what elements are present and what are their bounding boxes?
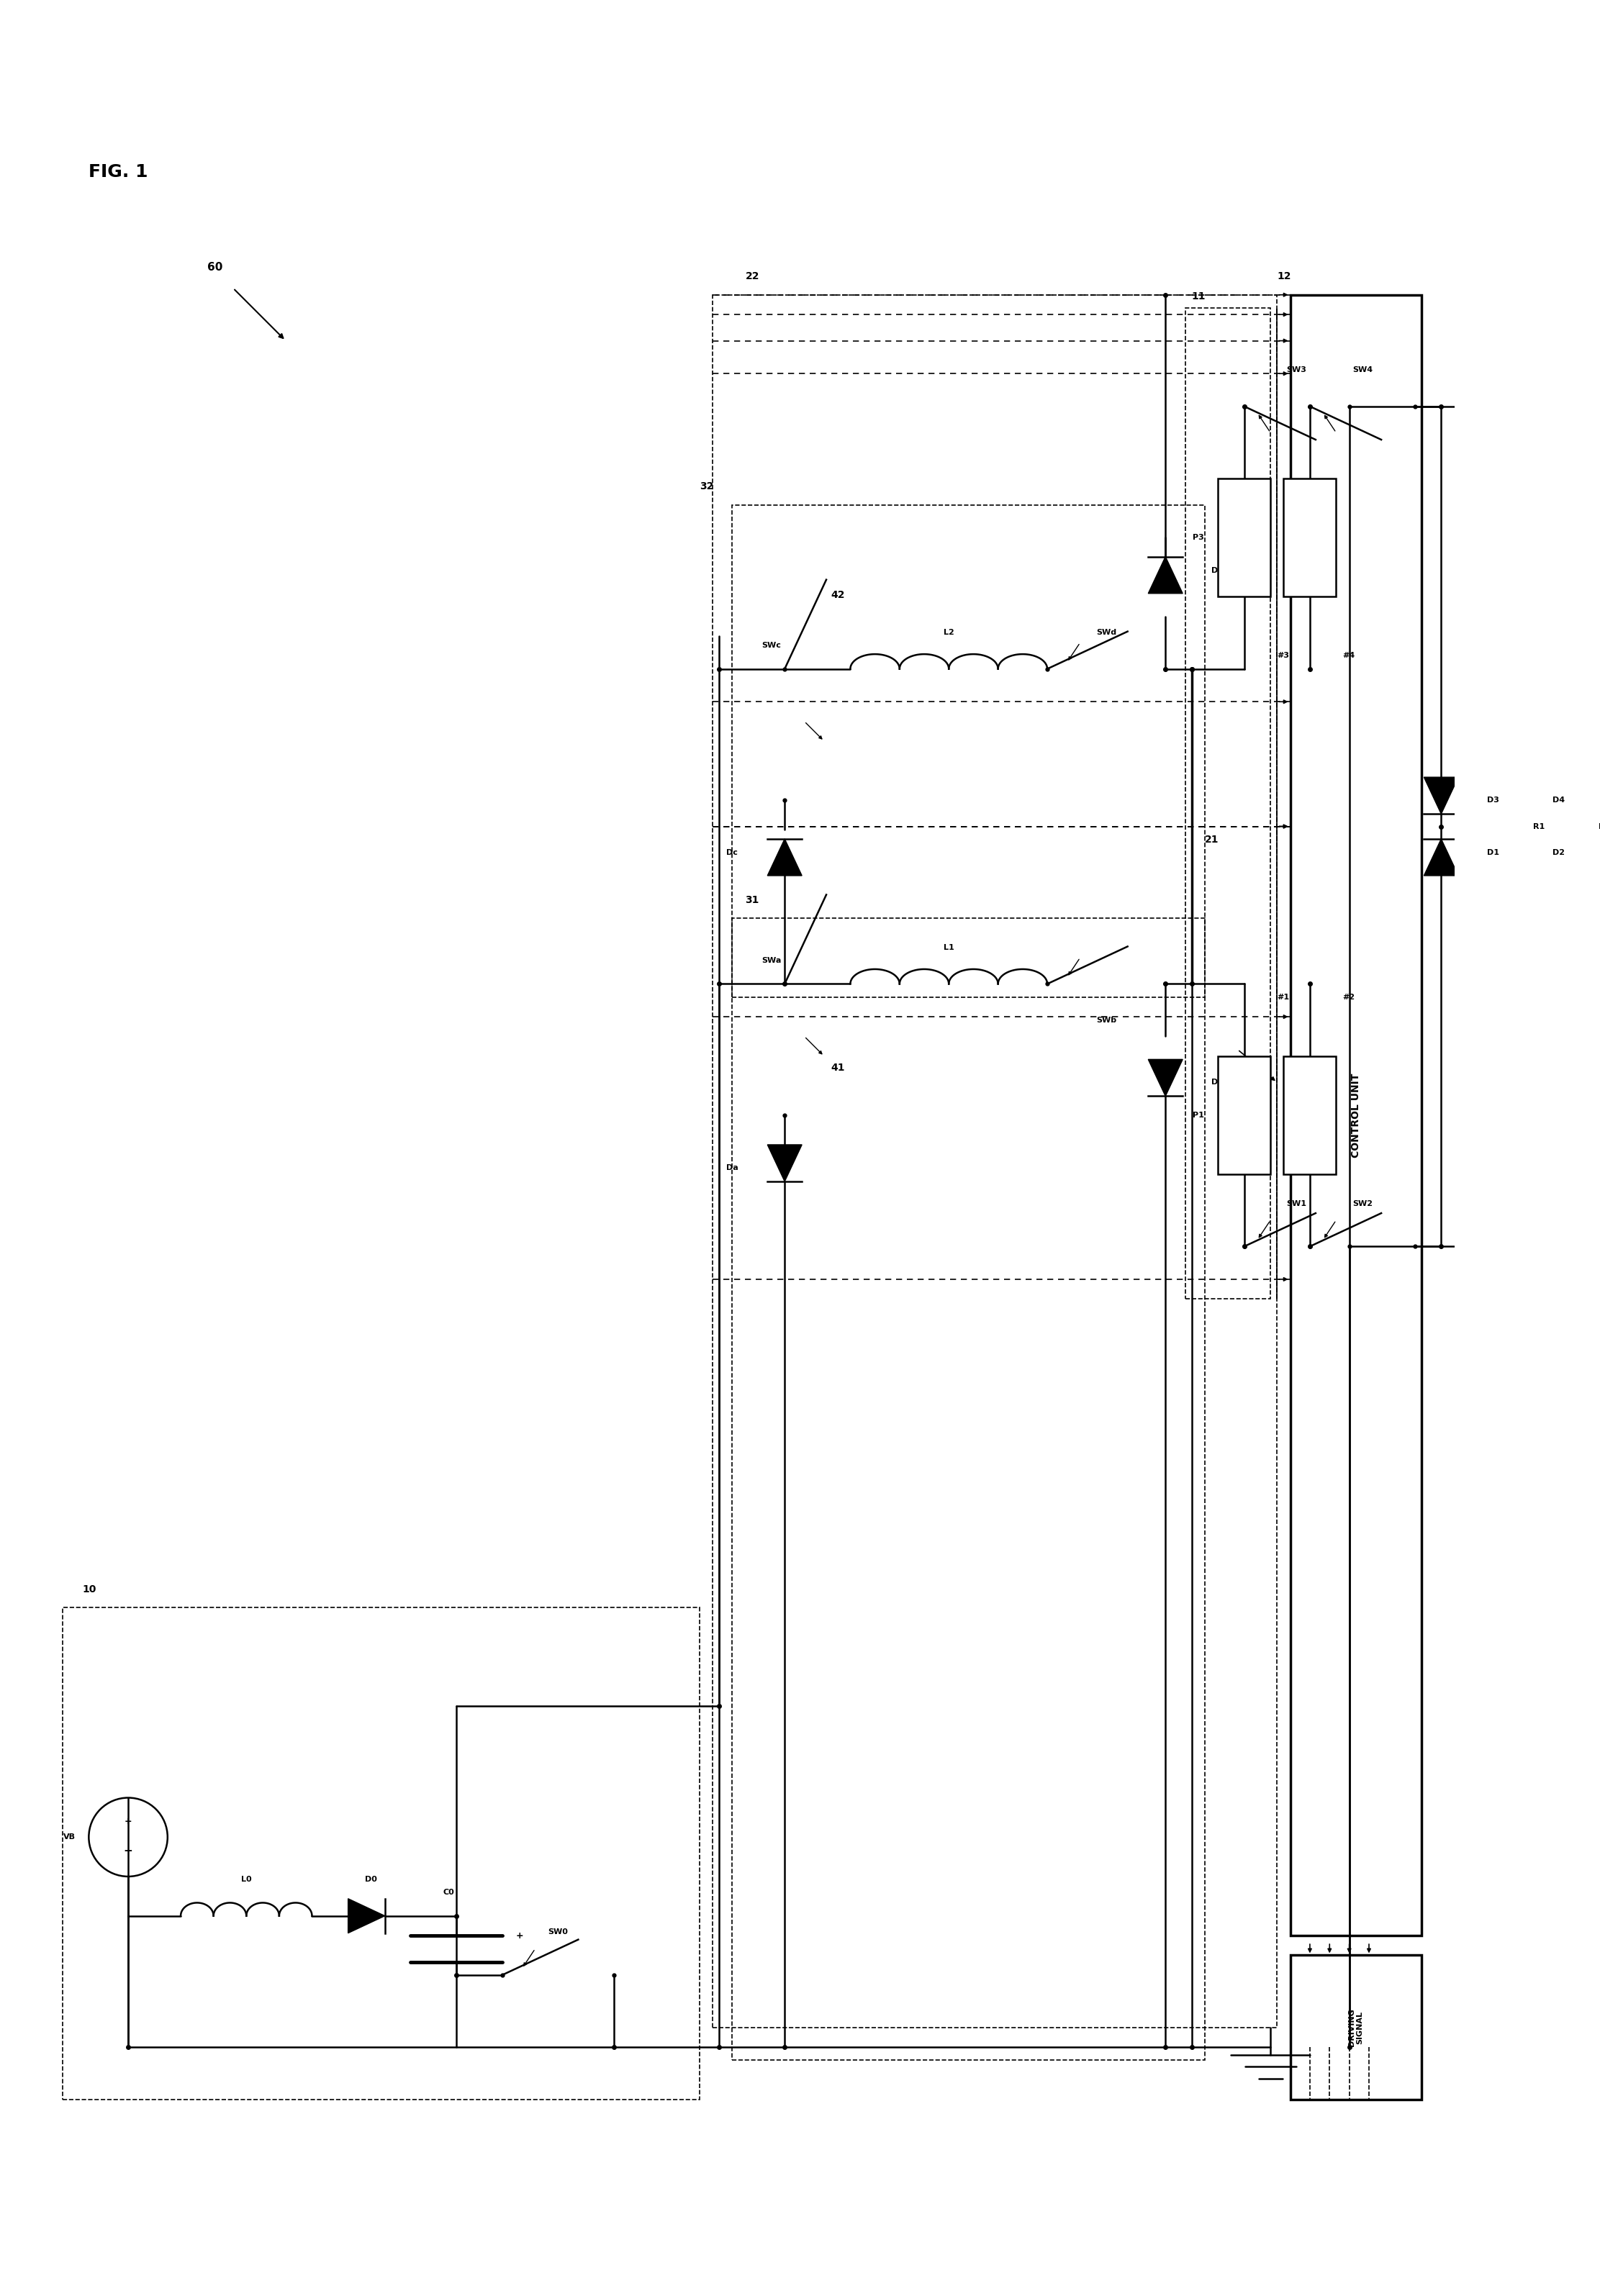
Text: SW4: SW4 [1352, 367, 1373, 374]
Text: SW3: SW3 [1286, 367, 1307, 374]
Polygon shape [1149, 1058, 1182, 1095]
Text: SWa: SWa [762, 957, 781, 964]
Polygon shape [1490, 838, 1525, 875]
Text: −: − [123, 1846, 133, 1855]
Text: #2: #2 [1342, 994, 1355, 1001]
Text: SWc: SWc [762, 643, 781, 650]
Text: 31: 31 [746, 895, 760, 905]
Text: D3: D3 [1486, 797, 1499, 804]
Polygon shape [1149, 556, 1182, 592]
Text: SW2: SW2 [1352, 1201, 1373, 1208]
Text: CONTROL UNIT: CONTROL UNIT [1350, 1072, 1362, 1157]
Bar [62, 1607, 699, 2099]
Text: Dd: Dd [1211, 567, 1224, 574]
Text: D2: D2 [1552, 850, 1565, 856]
Text: VB: VB [62, 1835, 75, 1841]
Text: C0: C0 [443, 1890, 454, 1896]
Text: +: + [125, 1816, 131, 1825]
Bar [733, 918, 1205, 2060]
Text: #1: #1 [1277, 994, 1290, 1001]
Text: 21: 21 [1205, 833, 1219, 845]
Text: L0: L0 [242, 1876, 251, 1883]
Polygon shape [768, 838, 802, 875]
Text: D0: D0 [365, 1876, 378, 1883]
Text: R1: R1 [1533, 822, 1544, 831]
Text: Dc: Dc [726, 850, 738, 856]
Text: P2: P2 [1258, 1111, 1270, 1118]
Bar [1218, 1056, 1270, 1173]
Text: +: + [515, 1931, 523, 1940]
Text: SWd: SWd [1096, 629, 1117, 636]
Text: Db: Db [1211, 1079, 1224, 1086]
Text: #3: #3 [1277, 652, 1290, 659]
Text: 50: 50 [1221, 1109, 1238, 1123]
Text: Da: Da [726, 1164, 738, 1171]
Bar [1290, 1956, 1421, 2099]
Text: 60: 60 [206, 262, 222, 273]
Text: P1: P1 [1192, 1111, 1203, 1118]
Text: 11: 11 [1192, 292, 1206, 301]
Text: D1: D1 [1486, 850, 1499, 856]
Text: 10: 10 [82, 1584, 96, 1593]
Text: 32: 32 [699, 482, 714, 491]
Bar [1283, 1056, 1336, 1173]
Text: DRIVING
SIGNAL: DRIVING SIGNAL [1349, 2009, 1363, 2046]
Text: 41: 41 [830, 1063, 845, 1072]
Bar [1186, 308, 1270, 1300]
Text: P3: P3 [1192, 535, 1203, 542]
Polygon shape [1490, 776, 1525, 815]
Text: D4: D4 [1552, 797, 1565, 804]
Polygon shape [768, 1146, 802, 1182]
Text: SW0: SW0 [549, 1929, 568, 1936]
Polygon shape [349, 1899, 386, 1933]
Text: #4: #4 [1342, 652, 1355, 659]
Bar [733, 505, 1205, 996]
Text: FIG. 1: FIG. 1 [88, 163, 149, 181]
Text: P4: P4 [1258, 535, 1270, 542]
Bar [712, 294, 1277, 2027]
Text: 12: 12 [1277, 271, 1291, 282]
Text: SWb: SWb [1096, 1017, 1117, 1024]
Text: 22: 22 [746, 271, 760, 282]
Text: L2: L2 [944, 629, 954, 636]
Text: L1: L1 [944, 944, 954, 951]
Bar [1218, 478, 1270, 597]
Text: SW1: SW1 [1286, 1201, 1307, 1208]
Polygon shape [1424, 838, 1459, 875]
Bar [1290, 294, 1421, 1936]
Polygon shape [1424, 776, 1459, 815]
Text: 42: 42 [830, 590, 845, 599]
Bar [1283, 478, 1336, 597]
